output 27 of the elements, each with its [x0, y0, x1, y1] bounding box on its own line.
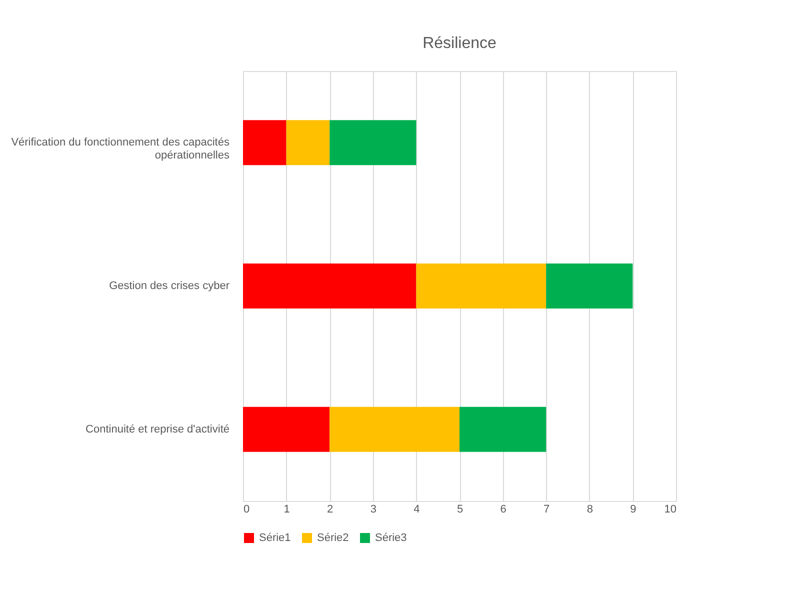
- bar: [546, 264, 633, 308]
- bar: [243, 406, 330, 452]
- x-tick-label: 10: [664, 504, 676, 516]
- y-tick-label: Vérification du fonctionnement des capacités opérationnelles: [11, 136, 230, 162]
- x-tick-label: 4: [414, 504, 420, 516]
- x-tick-label: 9: [630, 504, 636, 516]
- x-tick-label: 8: [586, 504, 593, 516]
- bar: [460, 406, 546, 452]
- legend-label: Série1: [259, 532, 291, 544]
- x-tick-label: 2: [327, 504, 334, 516]
- bar: [243, 120, 286, 166]
- legend-label: Série2: [317, 532, 349, 544]
- x-tick-label: 6: [500, 504, 506, 516]
- y-tick-label: Gestion des crises cyber: [109, 280, 230, 292]
- x-tick-label: 1: [284, 504, 290, 516]
- chart-title: Résilience: [422, 35, 497, 52]
- x-tick-label: 5: [456, 504, 464, 516]
- legend-label: Série3: [375, 532, 407, 544]
- bar: [330, 120, 416, 166]
- x-tick-label: 3: [370, 504, 376, 516]
- x-tick-label: 0: [244, 504, 250, 516]
- y-tick-label: Continuité et reprise d'activité: [86, 423, 230, 436]
- bar: [286, 120, 330, 166]
- x-tick-label: 7: [544, 504, 550, 516]
- bar: [416, 264, 546, 308]
- bar: [243, 264, 416, 308]
- bar: [330, 406, 460, 452]
